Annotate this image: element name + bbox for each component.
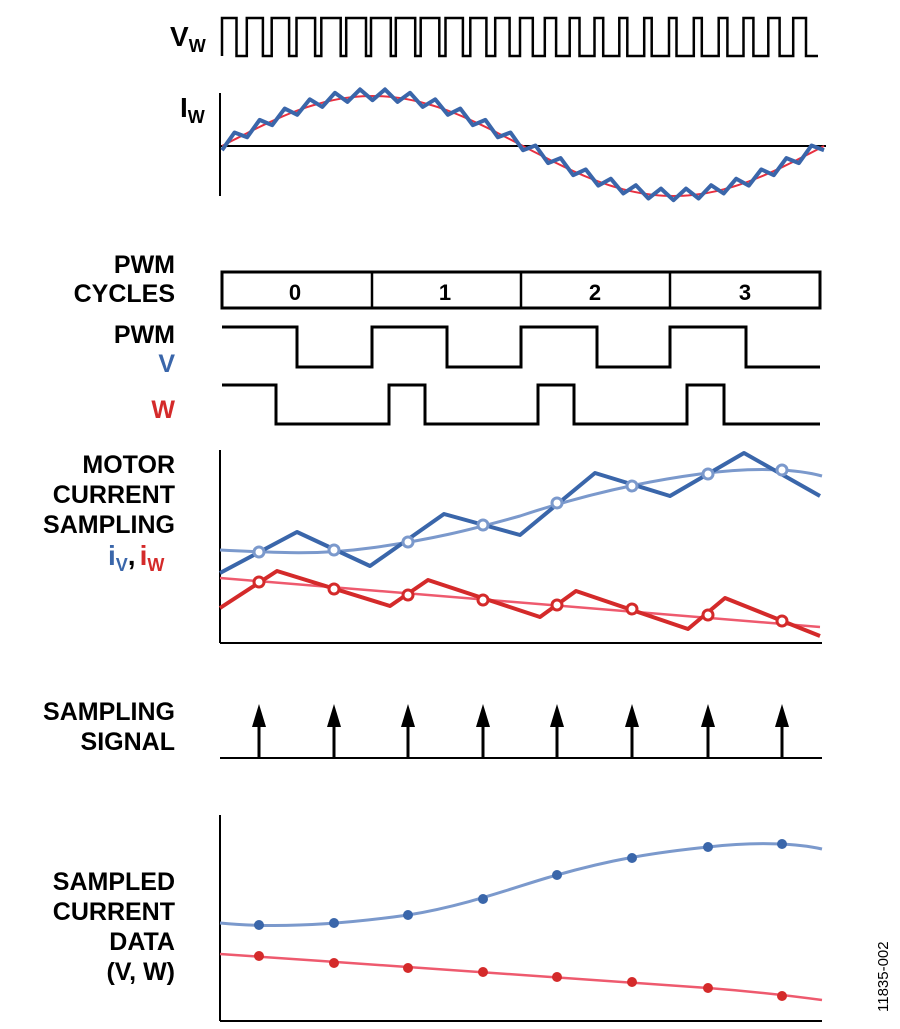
motor-current-label-line3: SAMPLING xyxy=(43,511,175,539)
iv-sample-point xyxy=(401,535,415,549)
sampled-data-label-line4: (V, W) xyxy=(106,958,175,986)
sampled-v-point xyxy=(777,839,787,849)
iw-sample-point xyxy=(327,582,341,596)
sampled-w-points xyxy=(254,951,787,1001)
sampled-v-point xyxy=(403,910,413,920)
pwm-w-label: W xyxy=(151,396,175,424)
sampled-v-point xyxy=(254,920,264,930)
sampled-v-curve xyxy=(219,842,823,928)
iw-sample-point xyxy=(775,614,789,628)
iw-sample-markers xyxy=(252,575,789,628)
iw-sample-point xyxy=(252,575,266,589)
iv-iw-legend-label: iV, iW xyxy=(108,540,164,575)
pwm-label: PWM xyxy=(114,321,175,349)
iw-ripple-current xyxy=(220,87,825,203)
iw-sample-point xyxy=(701,608,715,622)
sampled-w-point xyxy=(627,977,637,987)
iv-sample-markers xyxy=(252,463,789,559)
sampled-data-label-line3: DATA xyxy=(109,928,175,956)
sampled-w-curve xyxy=(219,952,823,1002)
iv-sample-point xyxy=(327,543,341,557)
iv-sample-point xyxy=(775,463,789,477)
svg-text:iV,iW: iV, iW xyxy=(108,540,164,575)
sampling-arrow xyxy=(550,704,564,757)
iv-ripple-current xyxy=(219,451,821,575)
sampling-signal-label-line1: SAMPLING xyxy=(43,698,175,726)
iw-sample-point xyxy=(625,602,639,616)
iw-ideal-sine-curve xyxy=(221,94,825,198)
iv-average-curve xyxy=(219,468,823,555)
sampling-arrow xyxy=(252,704,266,757)
iw-ripple-current xyxy=(218,569,821,638)
pwm-cycle-number: 0 xyxy=(289,280,301,305)
iw-sample-point xyxy=(550,598,564,612)
sampled-w-point xyxy=(552,972,562,982)
sampling-arrow xyxy=(701,704,715,757)
pwm-cycle-number: 1 xyxy=(439,280,451,305)
svg-text:VW: VW xyxy=(170,21,206,56)
sampling-arrow xyxy=(625,704,639,757)
sampled-data-label-line2: CURRENT xyxy=(53,898,175,926)
iv-sample-point xyxy=(252,545,266,559)
sampled-w-point xyxy=(703,983,713,993)
sampled-v-point xyxy=(552,870,562,880)
iv-sample-point xyxy=(701,467,715,481)
sampling-arrow xyxy=(401,704,415,757)
iw-sample-point xyxy=(476,593,490,607)
sampling-arrow xyxy=(327,704,341,757)
sampled-w-point xyxy=(777,991,787,1001)
pwm-cycles-label-line2: CYCLES xyxy=(74,280,175,308)
sampled-w-point xyxy=(329,958,339,968)
sampled-v-point xyxy=(478,894,488,904)
iw-label: IW xyxy=(180,92,205,127)
figure-id: 11835-002 xyxy=(875,941,892,1012)
sampled-data-label-line1: SAMPLED xyxy=(53,868,175,896)
sampling-signal-label-line2: SIGNAL xyxy=(81,728,175,756)
svg-text:IW: IW xyxy=(180,92,205,127)
iv-sample-point xyxy=(550,496,564,510)
vw-label: VW xyxy=(170,21,206,56)
pwm-cycles-label-line1: PWM xyxy=(114,251,175,279)
sampled-v-point xyxy=(329,918,339,928)
sampling-arrow xyxy=(476,704,490,757)
motor-current-label-line2: CURRENT xyxy=(53,481,175,509)
sampled-v-point xyxy=(627,853,637,863)
pwm-v-waveform xyxy=(222,325,820,369)
sampled-w-point xyxy=(478,967,488,977)
iv-sample-point xyxy=(625,479,639,493)
sampled-v-point xyxy=(703,842,713,852)
pwm-v-label: V xyxy=(158,350,175,378)
iv-sample-point xyxy=(476,518,490,532)
sampling-arrow xyxy=(775,704,789,757)
iw-sample-point xyxy=(401,588,415,602)
sampling-arrows xyxy=(252,704,789,757)
iw-average-line xyxy=(219,576,821,629)
pwm-w-waveform xyxy=(222,383,820,426)
vw-square-wave xyxy=(220,16,818,58)
motor-current-label-line1: MOTOR xyxy=(82,451,175,479)
sampled-w-point xyxy=(254,951,264,961)
sampled-w-point xyxy=(403,963,413,973)
pwm-cycle-number: 3 xyxy=(739,280,751,305)
sampled-v-points xyxy=(254,839,787,930)
pwm-cycle-number: 2 xyxy=(589,280,601,305)
